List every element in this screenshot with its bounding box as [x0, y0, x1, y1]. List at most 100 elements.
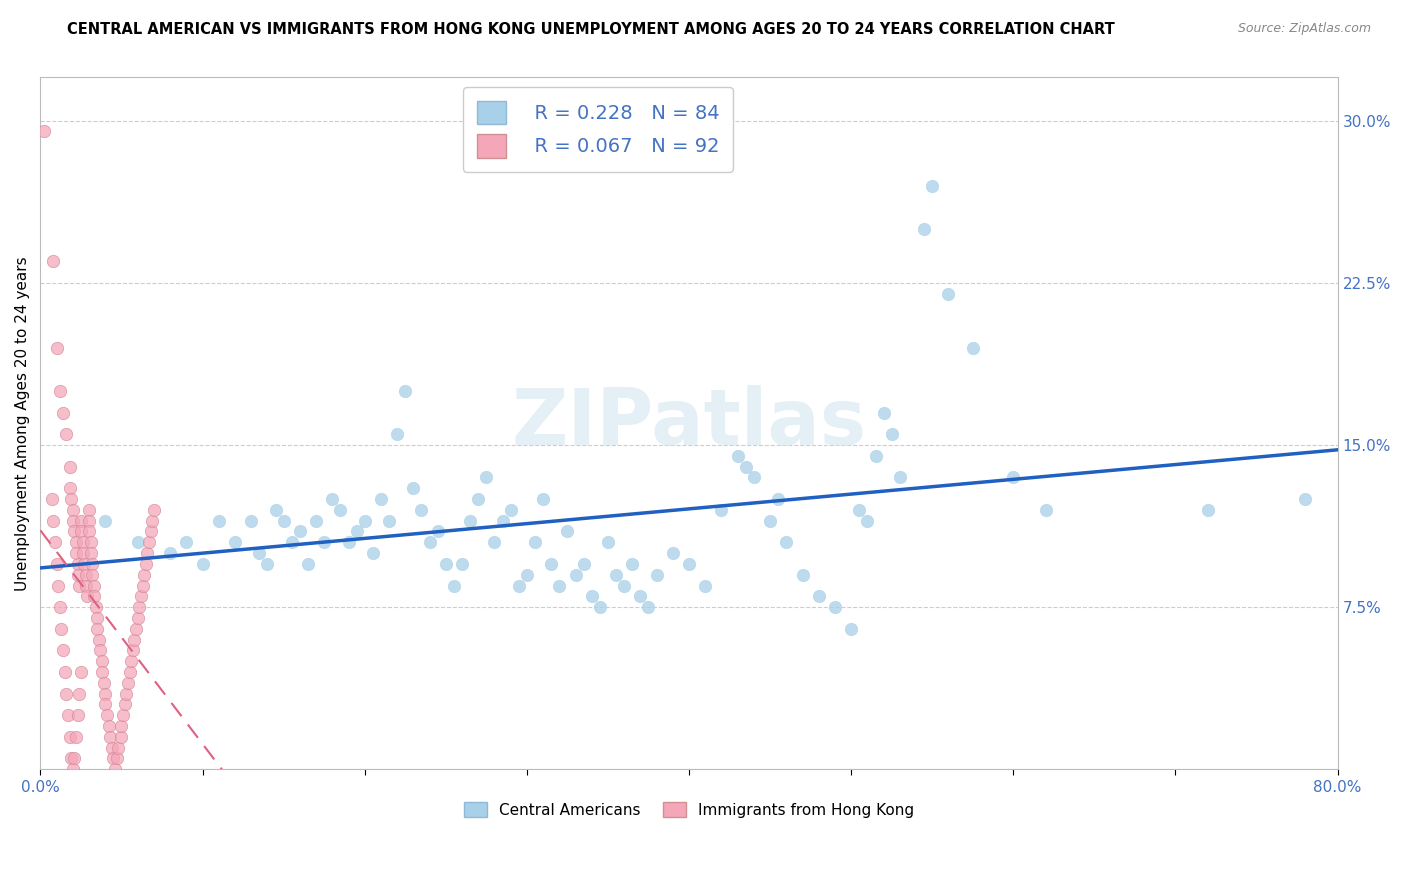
Point — [136, 546, 159, 560]
Point — [557, 524, 579, 539]
Point — [605, 567, 627, 582]
Point — [49, 600, 72, 615]
Point — [256, 557, 278, 571]
Point — [65, 535, 87, 549]
Point — [110, 730, 132, 744]
Point — [426, 524, 449, 539]
Point — [548, 578, 571, 592]
Point — [103, 751, 125, 765]
Point — [62, 514, 84, 528]
Point — [65, 546, 87, 560]
Point — [60, 751, 83, 765]
Point — [120, 654, 142, 668]
Point — [264, 503, 287, 517]
Point — [56, 708, 79, 723]
Point — [55, 427, 77, 442]
Point — [938, 286, 960, 301]
Point — [1197, 503, 1219, 517]
Point — [45, 341, 67, 355]
Point — [176, 535, 198, 549]
Point — [70, 665, 93, 679]
Point — [759, 514, 782, 528]
Point — [63, 524, 86, 539]
Point — [523, 535, 546, 549]
Point — [475, 470, 498, 484]
Point — [353, 514, 375, 528]
Point — [94, 698, 117, 712]
Point — [378, 514, 401, 528]
Point — [581, 590, 603, 604]
Point — [484, 535, 506, 549]
Point — [662, 546, 685, 560]
Point — [44, 535, 66, 549]
Point — [159, 546, 181, 560]
Point — [46, 578, 69, 592]
Point — [125, 622, 148, 636]
Point — [62, 762, 84, 776]
Point — [281, 535, 304, 549]
Point — [191, 557, 214, 571]
Point — [52, 643, 75, 657]
Point — [247, 546, 270, 560]
Point — [75, 567, 97, 582]
Point — [83, 578, 105, 592]
Point — [419, 535, 441, 549]
Point — [411, 503, 433, 517]
Text: CENTRAL AMERICAN VS IMMIGRANTS FROM HONG KONG UNEMPLOYMENT AMONG AGES 20 TO 24 Y: CENTRAL AMERICAN VS IMMIGRANTS FROM HONG… — [66, 22, 1115, 37]
Point — [273, 514, 295, 528]
Legend: Central Americans, Immigrants from Hong Kong: Central Americans, Immigrants from Hong … — [457, 796, 921, 824]
Point — [79, 535, 101, 549]
Point — [645, 567, 668, 582]
Point — [65, 730, 87, 744]
Point — [142, 503, 165, 517]
Point — [76, 590, 98, 604]
Point — [94, 687, 117, 701]
Point — [77, 524, 100, 539]
Point — [45, 557, 67, 571]
Point — [98, 730, 121, 744]
Point — [628, 590, 651, 604]
Point — [337, 535, 360, 549]
Point — [82, 557, 104, 571]
Point — [710, 503, 733, 517]
Point — [89, 643, 111, 657]
Point — [792, 567, 814, 582]
Point — [124, 632, 146, 647]
Point — [131, 578, 153, 592]
Point — [499, 503, 522, 517]
Point — [224, 535, 246, 549]
Point — [93, 675, 115, 690]
Point — [66, 557, 89, 571]
Point — [52, 406, 75, 420]
Point — [824, 600, 846, 615]
Point — [121, 643, 143, 657]
Point — [94, 514, 117, 528]
Point — [79, 546, 101, 560]
Y-axis label: Unemployment Among Ages 20 to 24 years: Unemployment Among Ages 20 to 24 years — [15, 256, 30, 591]
Point — [128, 600, 150, 615]
Point — [105, 751, 128, 765]
Point — [458, 514, 481, 528]
Point — [394, 384, 416, 398]
Point — [115, 687, 138, 701]
Text: ZIPatlas: ZIPatlas — [512, 385, 866, 461]
Point — [138, 535, 160, 549]
Point — [402, 481, 425, 495]
Point — [62, 503, 84, 517]
Point — [49, 384, 72, 398]
Point — [127, 535, 149, 549]
Point — [451, 557, 474, 571]
Point — [346, 524, 368, 539]
Point — [889, 470, 911, 484]
Point — [77, 503, 100, 517]
Point — [1035, 503, 1057, 517]
Point — [63, 751, 86, 765]
Point — [66, 567, 89, 582]
Point — [240, 514, 263, 528]
Point — [67, 578, 90, 592]
Point — [42, 514, 65, 528]
Point — [70, 514, 93, 528]
Point — [370, 491, 392, 506]
Point — [118, 665, 141, 679]
Point — [516, 567, 538, 582]
